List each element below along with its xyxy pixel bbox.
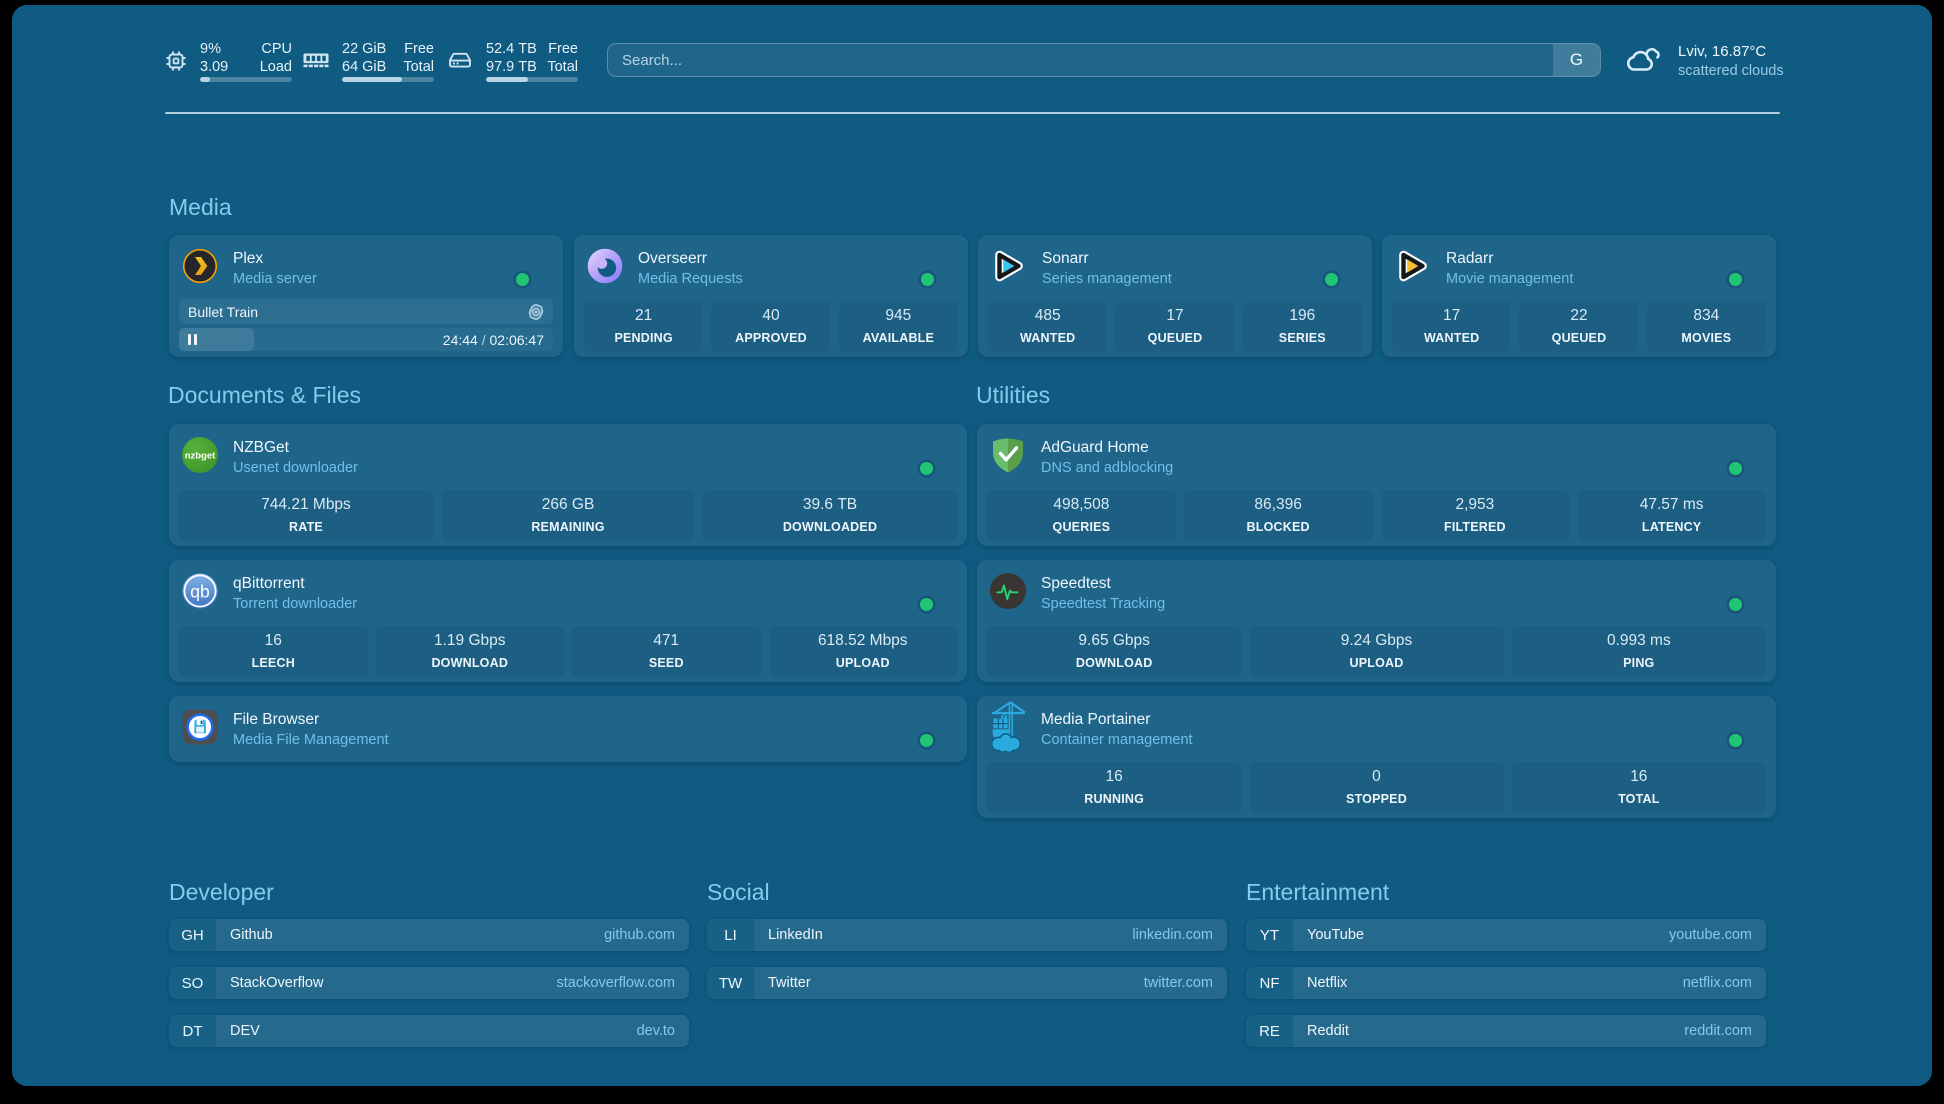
svg-text:nzbget: nzbget <box>185 451 216 462</box>
svg-text:qb: qb <box>190 582 209 602</box>
